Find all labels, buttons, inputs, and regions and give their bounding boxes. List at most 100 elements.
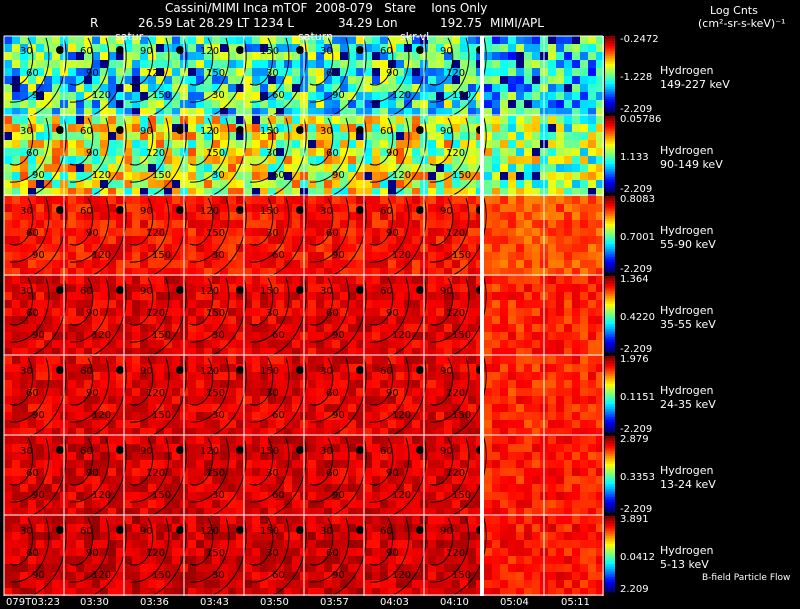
heatmap-cell bbox=[324, 284, 332, 292]
heatmap-cell bbox=[196, 60, 204, 68]
heatmap-cell bbox=[76, 188, 84, 196]
heatmap-cell bbox=[532, 60, 540, 68]
heatmap-cell bbox=[228, 500, 236, 508]
heatmap-cell bbox=[188, 276, 196, 284]
heatmap-cell bbox=[468, 84, 476, 92]
heatmap-cell bbox=[436, 420, 444, 428]
heatmap-cell bbox=[12, 108, 20, 116]
heatmap-cell bbox=[484, 412, 492, 420]
heatmap-cell bbox=[84, 372, 92, 380]
heatmap-cell bbox=[132, 116, 140, 124]
contour-label: 150 bbox=[152, 410, 171, 421]
heatmap-cell bbox=[340, 372, 348, 380]
heatmap-cell bbox=[516, 292, 524, 300]
heatmap-cell bbox=[20, 236, 28, 244]
heatmap-cell bbox=[68, 164, 76, 172]
heatmap-cell bbox=[436, 140, 444, 148]
heatmap-cell bbox=[444, 148, 452, 156]
heatmap-cell bbox=[316, 372, 324, 380]
heatmap-cell bbox=[268, 412, 276, 420]
contour-line bbox=[309, 37, 334, 86]
heatmap-cell bbox=[356, 292, 364, 300]
heatmap-cell bbox=[124, 108, 132, 116]
heatmap-cell bbox=[364, 364, 372, 372]
colorbar-segment bbox=[605, 421, 615, 425]
heatmap-cell bbox=[548, 84, 556, 92]
heatmap-cell bbox=[412, 36, 420, 44]
heatmap-cell bbox=[204, 356, 212, 364]
heatmap-cell bbox=[500, 508, 508, 516]
heatmap-cell bbox=[516, 372, 524, 380]
contour-line bbox=[9, 437, 34, 486]
heatmap-cell bbox=[444, 324, 452, 332]
heatmap-cell bbox=[164, 412, 172, 420]
heatmap-cell bbox=[108, 236, 116, 244]
heatmap-cell bbox=[284, 92, 292, 100]
heatmap-cell bbox=[228, 476, 236, 484]
heatmap-cell bbox=[292, 116, 300, 124]
heatmap-cell bbox=[260, 108, 268, 116]
heatmap-cell bbox=[436, 84, 444, 92]
heatmap-cell bbox=[188, 36, 196, 44]
contour-line bbox=[429, 117, 470, 183]
heatmap-cell bbox=[484, 124, 492, 132]
heatmap-cell bbox=[572, 452, 580, 460]
heatmap-cell bbox=[556, 244, 564, 252]
heatmap-cell bbox=[124, 68, 132, 76]
heatmap-cell bbox=[524, 268, 532, 276]
heatmap-cell bbox=[92, 476, 100, 484]
heatmap-cell bbox=[196, 380, 204, 388]
heatmap-cell bbox=[84, 364, 92, 372]
heatmap-cell bbox=[396, 452, 404, 460]
heatmap-cell bbox=[188, 116, 196, 124]
heatmap-cell bbox=[84, 500, 92, 508]
heatmap-cell bbox=[396, 372, 404, 380]
heatmap-cell bbox=[196, 396, 204, 404]
colorbar-segment bbox=[605, 126, 615, 130]
planet-marker bbox=[56, 366, 64, 374]
heatmap-cell bbox=[388, 316, 396, 324]
heatmap-cell bbox=[356, 52, 364, 60]
contour-label: 90 bbox=[86, 148, 99, 159]
heatmap-cell bbox=[324, 92, 332, 100]
heatmap-cell bbox=[564, 100, 572, 108]
heatmap-cell bbox=[212, 276, 220, 284]
heatmap-cell bbox=[20, 380, 28, 388]
heatmap-cell bbox=[516, 76, 524, 84]
heatmap-cell bbox=[124, 100, 132, 108]
heatmap-cell bbox=[228, 44, 236, 52]
heatmap-cell bbox=[356, 68, 364, 76]
colorbar-segment bbox=[605, 79, 615, 83]
heatmap-cell bbox=[36, 68, 44, 76]
heatmap-cell bbox=[444, 180, 452, 188]
heatmap-cell bbox=[356, 468, 364, 476]
heatmap-cell bbox=[124, 180, 132, 188]
heatmap-cell bbox=[68, 60, 76, 68]
heatmap-cell bbox=[260, 196, 268, 204]
heatmap-cell bbox=[404, 316, 412, 324]
heatmap-cell bbox=[84, 132, 92, 140]
heatmap-cell bbox=[444, 492, 452, 500]
heatmap-cell bbox=[372, 484, 380, 492]
heatmap-cell bbox=[484, 332, 492, 340]
heatmap-cell bbox=[12, 76, 20, 84]
heatmap-cell bbox=[596, 508, 604, 516]
heatmap-cell bbox=[268, 468, 276, 476]
heatmap-cell bbox=[100, 324, 108, 332]
heatmap-cell bbox=[444, 380, 452, 388]
heatmap-cell bbox=[4, 388, 12, 396]
heatmap-cell bbox=[172, 212, 180, 220]
heatmap-cell bbox=[340, 196, 348, 204]
heatmap-cell bbox=[556, 116, 564, 124]
heatmap-cell bbox=[452, 332, 460, 340]
heatmap-cell bbox=[292, 476, 300, 484]
heatmap-cell bbox=[596, 196, 604, 204]
heatmap-cell bbox=[252, 244, 260, 252]
heatmap-cell bbox=[4, 52, 12, 60]
heatmap-cell bbox=[212, 380, 220, 388]
heatmap-cell bbox=[524, 332, 532, 340]
heatmap-cell bbox=[148, 316, 156, 324]
heatmap-cell bbox=[244, 268, 252, 276]
heatmap-cell bbox=[508, 388, 516, 396]
heatmap-cell bbox=[484, 44, 492, 52]
